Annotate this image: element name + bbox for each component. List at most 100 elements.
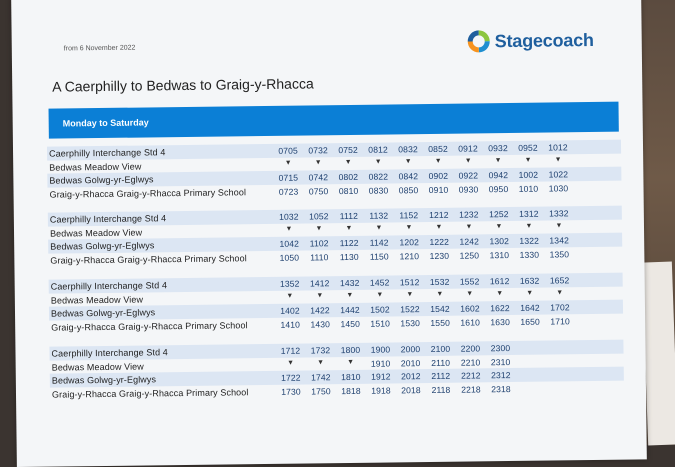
- departure-time: 1252: [489, 209, 509, 220]
- departure-time: 1012: [548, 142, 568, 153]
- no-stop-arrow-icon: ▼: [556, 288, 564, 297]
- departure-time: 1918: [371, 385, 391, 396]
- no-stop-arrow-icon: ▼: [495, 222, 503, 230]
- no-stop-arrow-icon: ▼: [555, 221, 563, 230]
- timetable-sheet: from 6 November 2022 Stagecoach A Caerph…: [11, 0, 647, 467]
- departure-times: ▼ ▼ ▼ ▼ ▼ ▼ ▼ ▼ ▼ ▼: [274, 222, 574, 233]
- no-stop-arrow-icon: ▼: [496, 289, 504, 297]
- departure-time: 1722: [280, 372, 301, 384]
- no-stop-arrow-icon: ▼: [287, 359, 295, 367]
- departure-time: 0942: [488, 170, 509, 181]
- departure-time: 0832: [398, 144, 418, 155]
- stop-name: Graig-y-Rhacca Graig-y-Rhacca Primary Sc…: [49, 187, 247, 200]
- stop-name: Bedwas Golwg-yr-Eglwys: [50, 240, 155, 252]
- no-stop-arrow-icon: ▼: [466, 290, 474, 298]
- departure-time: 2318: [491, 383, 511, 395]
- departure-time: 1130: [339, 251, 359, 262]
- departure-time: 2000: [400, 344, 421, 355]
- no-stop-arrow-icon: ▼: [464, 157, 472, 165]
- departure-time: 1112: [339, 210, 359, 222]
- departure-time: 1712: [280, 345, 301, 356]
- departure-time: 1110: [310, 252, 329, 263]
- departure-time: 1002: [518, 169, 539, 181]
- departure-time: 2200: [460, 343, 481, 354]
- no-stop-arrow-icon: ▼: [345, 224, 353, 232]
- stop-name: Bedwas Meadow View: [49, 227, 143, 239]
- departure-time: 1042: [279, 238, 300, 250]
- departure-time: 1102: [309, 238, 329, 249]
- departure-time: 1818: [341, 385, 361, 396]
- departure-time: 1510: [370, 318, 390, 329]
- departure-time: 0932: [488, 143, 508, 154]
- departure-time: 1702: [550, 302, 570, 313]
- departure-time: 2210: [460, 356, 481, 368]
- departure-times: ▼ ▼ ▼ ▼ ▼ ▼ ▼ ▼ ▼ ▼: [275, 289, 575, 300]
- departure-time: 1750: [311, 386, 331, 397]
- departure-time: 1412: [309, 278, 330, 289]
- departure-time: 1800: [340, 344, 361, 356]
- departure-time: 0810: [338, 185, 359, 196]
- departure-time: 0742: [308, 172, 329, 183]
- departure-time: 0732: [308, 145, 328, 156]
- departure-time: 1010: [518, 183, 539, 194]
- stop-name: Bedwas Golwg-yr-Eglwys: [49, 174, 154, 186]
- stop-name: Bedwas Meadow View: [50, 294, 144, 306]
- departure-time: 1910: [370, 358, 391, 369]
- departure-time: 1602: [460, 303, 480, 314]
- departure-time: 0723: [278, 186, 299, 197]
- departure-time: 0812: [368, 144, 388, 155]
- departure-time: 1642: [520, 302, 540, 314]
- departure-time: 1422: [310, 305, 330, 316]
- departure-time: 1912: [370, 371, 391, 382]
- no-stop-arrow-icon: ▼: [344, 158, 352, 166]
- timetable-block: Caerphilly Interchange Std 4 1352 1412 1432…: [48, 272, 624, 334]
- stop-name: Bedwas Golwg-yr-Eglwys: [51, 374, 157, 386]
- departure-time: 0842: [398, 171, 419, 182]
- departure-time: 1132: [369, 210, 389, 221]
- stop-name: Bedwas Golwg-yr-Eglwys: [50, 307, 156, 319]
- no-stop-arrow-icon: ▼: [314, 158, 322, 166]
- departure-times: ▼ ▼ ▼ ▼ ▼ ▼ ▼ ▼ ▼ ▼: [273, 156, 573, 167]
- timetable-block: Caerphilly Interchange Std 4 1032 1052 1112…: [47, 205, 623, 267]
- departure-time: 0752: [338, 144, 358, 156]
- departure-time: 2110: [431, 357, 451, 368]
- departure-time: 1900: [370, 344, 391, 355]
- departure-time: 2300: [490, 343, 511, 354]
- departure-time: 1552: [459, 276, 480, 287]
- departure-time: 2212: [460, 370, 481, 381]
- departure-time: 1452: [369, 277, 390, 288]
- departure-time: 1630: [490, 316, 510, 328]
- departure-time: 1432: [339, 277, 360, 289]
- route-title: A Caerphilly to Bedwas to Graig-y-Rhacca: [52, 75, 314, 95]
- departure-time: 1230: [429, 250, 450, 261]
- departure-time: 0930: [458, 184, 479, 195]
- no-stop-arrow-icon: ▼: [435, 223, 443, 231]
- departure-time: 0852: [428, 143, 448, 155]
- departure-time: 1150: [369, 251, 389, 262]
- departure-time: 1532: [429, 276, 450, 288]
- no-stop-arrow-icon: ▼: [434, 157, 442, 165]
- stop-name: Caerphilly Interchange Std 4: [51, 347, 168, 359]
- departure-time: 0750: [308, 186, 329, 197]
- departure-time: 0912: [458, 143, 478, 154]
- departure-time: 1212: [429, 209, 449, 221]
- brand-name: Stagecoach: [494, 29, 594, 51]
- no-stop-arrow-icon: ▼: [284, 159, 292, 167]
- departure-time: 1232: [459, 209, 479, 220]
- departure-time: 1050: [279, 252, 300, 263]
- departure-time: 1250: [459, 250, 480, 261]
- departure-times: 0723 0750 0810 0830 0850 0910 0930 0950 1010 1030: [273, 183, 573, 197]
- departure-time: 0952: [518, 142, 538, 153]
- departure-time: 0950: [488, 183, 509, 195]
- departure-time: 1312: [519, 208, 539, 219]
- no-stop-arrow-icon: ▼: [316, 291, 324, 299]
- departure-time: 1530: [400, 317, 420, 329]
- stop-name: Graig-y-Rhacca Graig-y-Rhacca Primary Sc…: [51, 387, 249, 400]
- departure-time: 2112: [431, 370, 451, 382]
- background-paper: [641, 261, 675, 446]
- departure-time: 1122: [339, 238, 359, 249]
- no-stop-arrow-icon: ▼: [347, 358, 355, 366]
- no-stop-arrow-icon: ▼: [317, 358, 325, 366]
- stop-name: Graig-y-Rhacca Graig-y-Rhacca Primary Sc…: [50, 253, 247, 266]
